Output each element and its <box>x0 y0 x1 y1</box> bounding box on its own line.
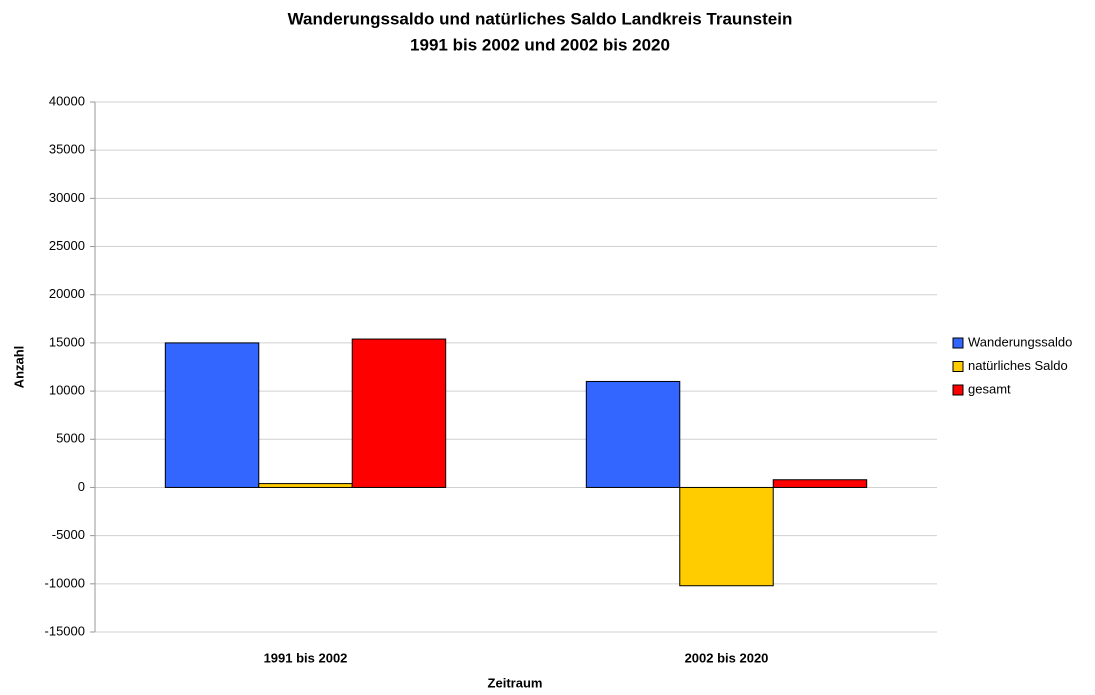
y-tick-label: -5000 <box>52 527 85 542</box>
x-axis-label: Zeitraum <box>488 675 543 690</box>
y-tick-label: -10000 <box>45 575 85 590</box>
legend-swatch <box>952 384 964 396</box>
y-tick-label: 10000 <box>49 383 85 398</box>
bar <box>164 342 260 488</box>
bar <box>351 338 447 488</box>
y-tick-label: 5000 <box>56 431 85 446</box>
y-axis-label: Anzahl <box>11 346 26 389</box>
y-tick-label: 40000 <box>49 93 85 108</box>
y-tick-label: 0 <box>78 479 85 494</box>
bar <box>679 486 774 587</box>
y-tick-label: 25000 <box>49 238 85 253</box>
legend-label: natürliches Saldo <box>968 358 1068 373</box>
legend-swatch <box>952 337 964 349</box>
y-tick-label: -15000 <box>45 623 85 638</box>
bar <box>258 483 353 488</box>
x-tick-label: 1991 bis 2002 <box>264 650 348 665</box>
y-tick-label: 15000 <box>49 334 85 349</box>
bar <box>772 479 868 488</box>
y-tick-label: 30000 <box>49 190 85 205</box>
legend-label: Wanderungssaldo <box>968 334 1072 349</box>
y-tick-label: 20000 <box>49 286 85 301</box>
chart-title: Wanderungssaldo und natürliches Saldo La… <box>288 9 793 28</box>
bar <box>585 380 681 488</box>
legend-swatch <box>952 361 964 372</box>
y-tick-label: 35000 <box>49 142 85 157</box>
legend-label: gesamt <box>968 381 1011 396</box>
x-tick-label: 2002 bis 2020 <box>685 650 769 665</box>
chart-subtitle: 1991 bis 2002 und 2002 bis 2020 <box>410 35 670 54</box>
